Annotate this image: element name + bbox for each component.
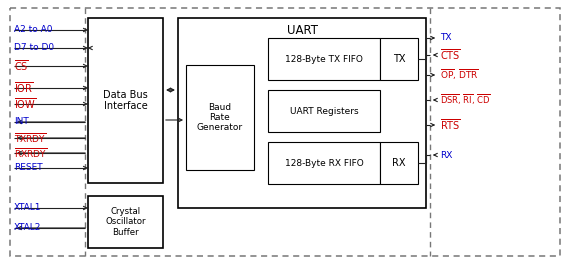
Text: TX: TX bbox=[440, 33, 452, 42]
Bar bbox=[380, 38, 418, 80]
Bar bbox=[88, 18, 163, 183]
Text: D7 to D0: D7 to D0 bbox=[14, 43, 54, 52]
Bar bbox=[186, 65, 254, 170]
Text: UART Registers: UART Registers bbox=[290, 107, 358, 116]
Bar bbox=[268, 38, 380, 80]
Text: $\overline{\rm TXRDY}$: $\overline{\rm TXRDY}$ bbox=[14, 131, 46, 145]
Text: $\overline{\rm RTS}$: $\overline{\rm RTS}$ bbox=[440, 118, 461, 132]
Text: $\overline{\rm OP}$, $\overline{\rm DTR}$: $\overline{\rm OP}$, $\overline{\rm DTR}… bbox=[440, 68, 479, 82]
Text: A2 to A0: A2 to A0 bbox=[14, 25, 52, 34]
Text: $\overline{\rm CTS}$: $\overline{\rm CTS}$ bbox=[440, 48, 461, 62]
Text: 128-Byte RX FIFO: 128-Byte RX FIFO bbox=[285, 158, 363, 167]
Text: RX: RX bbox=[392, 158, 406, 168]
Text: $\overline{\rm DSR}$, $\overline{\rm RI}$, $\overline{\rm CD}$: $\overline{\rm DSR}$, $\overline{\rm RI}… bbox=[440, 93, 491, 107]
Text: $\overline{\rm IOR}$: $\overline{\rm IOR}$ bbox=[14, 81, 33, 95]
Text: Data Bus
Interface: Data Bus Interface bbox=[103, 90, 148, 111]
Text: XTAL2: XTAL2 bbox=[14, 223, 41, 232]
Bar bbox=[268, 142, 380, 184]
Text: TX: TX bbox=[393, 54, 405, 64]
Text: $\overline{\rm RXRDY}$: $\overline{\rm RXRDY}$ bbox=[14, 146, 47, 160]
Text: $\overline{\rm CS}$: $\overline{\rm CS}$ bbox=[14, 59, 29, 73]
Bar bbox=[380, 142, 418, 184]
Text: XTAL1: XTAL1 bbox=[14, 204, 41, 213]
Bar bbox=[88, 196, 163, 248]
Text: Crystal
Oscillator
Buffer: Crystal Oscillator Buffer bbox=[105, 207, 146, 237]
Text: UART: UART bbox=[286, 24, 317, 37]
Text: 128-Byte TX FIFO: 128-Byte TX FIFO bbox=[285, 55, 363, 64]
Text: INT: INT bbox=[14, 117, 29, 126]
Bar bbox=[178, 18, 426, 208]
Bar bbox=[268, 90, 380, 132]
Text: $\overline{\rm IOW}$: $\overline{\rm IOW}$ bbox=[14, 97, 36, 111]
Text: RESET: RESET bbox=[14, 164, 42, 173]
Text: Baud
Rate
Generator: Baud Rate Generator bbox=[197, 103, 243, 132]
Text: RX: RX bbox=[440, 151, 452, 160]
